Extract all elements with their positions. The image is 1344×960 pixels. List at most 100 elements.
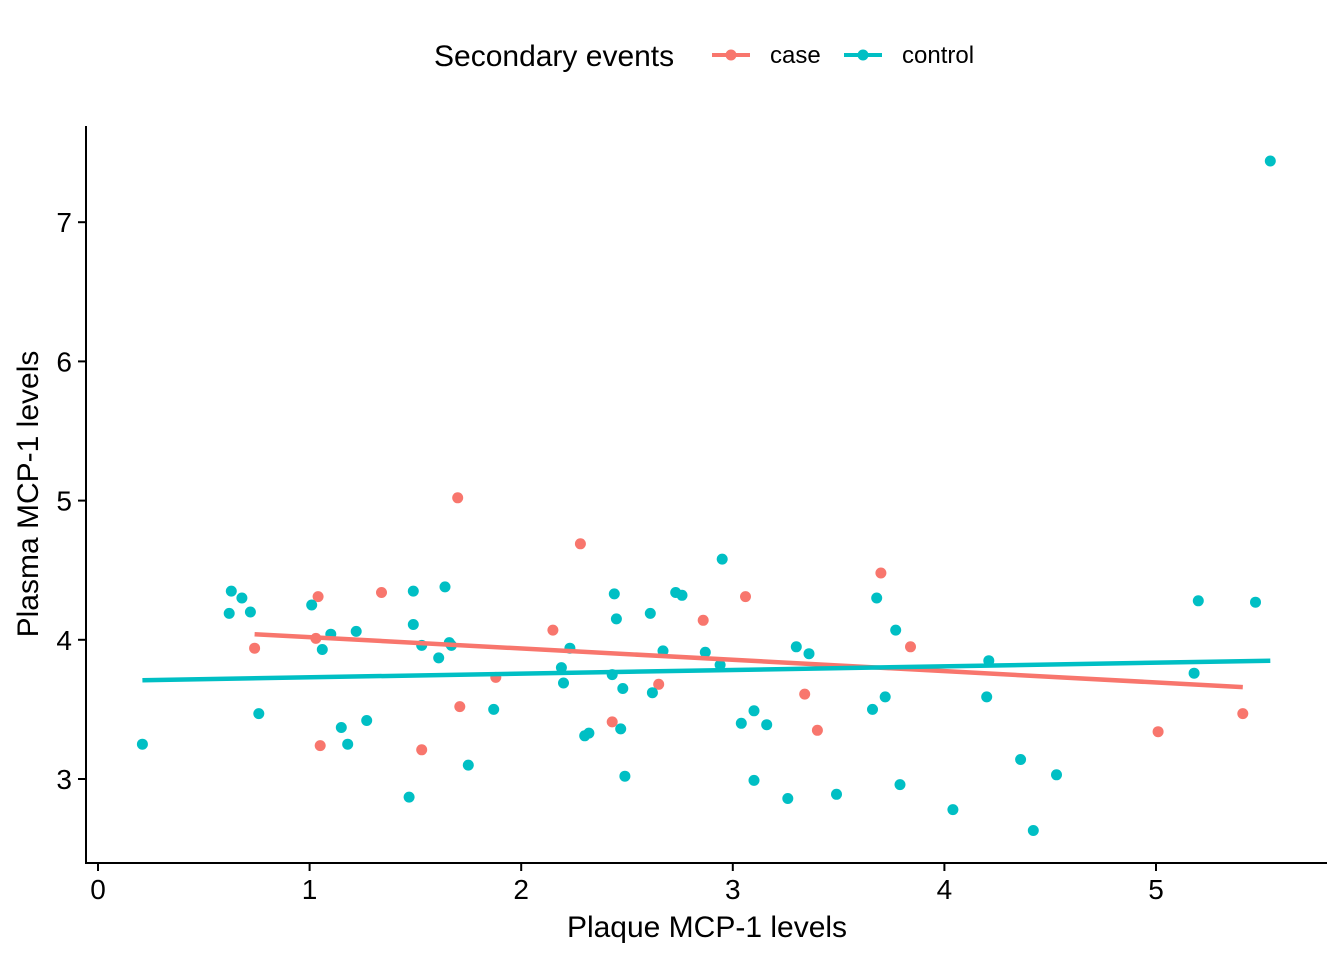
data-point-control — [617, 683, 629, 694]
data-point-case — [875, 567, 887, 579]
x-tick-label: 4 — [937, 874, 953, 905]
data-point-control — [1250, 596, 1261, 608]
data-point-control — [748, 774, 760, 786]
legend-item-case: case — [712, 42, 821, 69]
data-point-control — [981, 691, 993, 703]
y-axis-ticks: 3 4 5 6 7 — [56, 207, 86, 795]
data-point-control — [583, 727, 595, 739]
data-point-case — [653, 678, 665, 690]
x-tick-label: 0 — [90, 874, 106, 905]
data-point-control — [488, 703, 500, 715]
data-point-case — [416, 744, 428, 756]
data-point-control — [610, 613, 622, 625]
data-point-control — [236, 592, 248, 604]
data-point-control — [657, 645, 669, 657]
data-point-control — [555, 662, 567, 674]
y-tick-label: 6 — [56, 346, 72, 377]
y-tick-label: 7 — [56, 207, 72, 238]
data-point-case — [740, 591, 751, 603]
data-point-control — [761, 719, 773, 731]
data-point-control — [714, 659, 726, 671]
data-point-control — [676, 589, 688, 601]
trend-line-control — [142, 658, 1271, 683]
x-tick-label: 1 — [302, 874, 318, 905]
data-point-case — [312, 591, 324, 603]
data-point-control — [433, 652, 445, 664]
legend-item-control: control — [844, 42, 974, 69]
x-tick-label: 5 — [1148, 874, 1164, 905]
data-point-control — [306, 599, 318, 611]
data-point-control — [790, 641, 802, 653]
y-axis-title: Plasma MCP-1 levels — [12, 351, 45, 638]
data-point-control — [1188, 667, 1200, 679]
trend-line-case — [254, 631, 1243, 690]
data-point-control — [894, 779, 906, 791]
data-point-case — [454, 701, 466, 713]
data-point-control — [462, 759, 474, 771]
data-point-control — [646, 687, 658, 699]
data-point-control — [361, 715, 373, 726]
data-point-control — [558, 677, 569, 689]
data-point-case — [547, 624, 559, 636]
data-point-control — [407, 585, 419, 597]
legend-key-point-case — [725, 49, 737, 61]
legend-title: Secondary events — [434, 40, 674, 73]
data-point-control — [831, 788, 842, 800]
data-point-case — [811, 724, 823, 736]
data-point-case — [249, 642, 261, 654]
data-point-case — [376, 587, 387, 598]
legend-label-control: control — [902, 42, 974, 69]
data-point-control — [350, 625, 362, 637]
data-point-control — [316, 644, 328, 655]
data-point-control — [1264, 155, 1276, 167]
data-point-control — [403, 791, 415, 803]
y-tick-label: 3 — [56, 764, 72, 795]
data-point-control — [225, 585, 237, 597]
data-point-control — [782, 793, 794, 804]
data-point-control — [407, 619, 419, 630]
data-point-case — [606, 716, 618, 728]
data-point-control — [136, 738, 148, 750]
data-point-control — [253, 708, 265, 720]
data-point-control — [735, 717, 747, 729]
legend-key-point-control — [857, 49, 869, 61]
data-point-control — [716, 553, 728, 565]
data-point-control — [803, 648, 815, 660]
data-point-control — [619, 770, 631, 782]
data-point-control — [1051, 769, 1062, 781]
data-point-case — [799, 688, 811, 700]
data-point-case — [452, 492, 464, 504]
data-point-case — [1152, 726, 1164, 738]
data-point-control — [871, 592, 883, 604]
x-tick-label: 2 — [513, 874, 529, 905]
data-point-case — [574, 538, 586, 550]
x-axis-title: Plaque MCP-1 levels — [567, 911, 847, 944]
data-point-control — [244, 606, 256, 618]
series-control — [136, 155, 1276, 836]
data-point-case — [697, 614, 709, 626]
data-point-control — [1027, 825, 1039, 836]
data-point-control — [890, 624, 902, 636]
data-point-control — [879, 691, 891, 703]
data-point-control — [342, 738, 354, 750]
y-tick-label: 4 — [56, 625, 72, 656]
series-case — [249, 492, 1249, 756]
data-point-control — [615, 723, 627, 735]
x-tick-label: 3 — [725, 874, 741, 905]
data-point-control — [439, 581, 451, 593]
data-point-control — [608, 588, 620, 600]
data-point-case — [1237, 708, 1249, 720]
data-point-control — [644, 607, 656, 619]
data-point-control — [699, 646, 711, 658]
y-tick-label: 5 — [56, 486, 72, 517]
plot-area — [136, 155, 1276, 836]
data-point-control — [335, 722, 347, 733]
data-point-case — [905, 641, 916, 653]
legend-label-case: case — [770, 42, 821, 69]
data-point-control — [223, 607, 235, 619]
data-point-control — [748, 705, 760, 717]
data-point-control — [1015, 754, 1027, 765]
x-axis-ticks: 0 1 2 3 4 5 — [90, 863, 1164, 905]
data-point-control — [867, 703, 878, 715]
